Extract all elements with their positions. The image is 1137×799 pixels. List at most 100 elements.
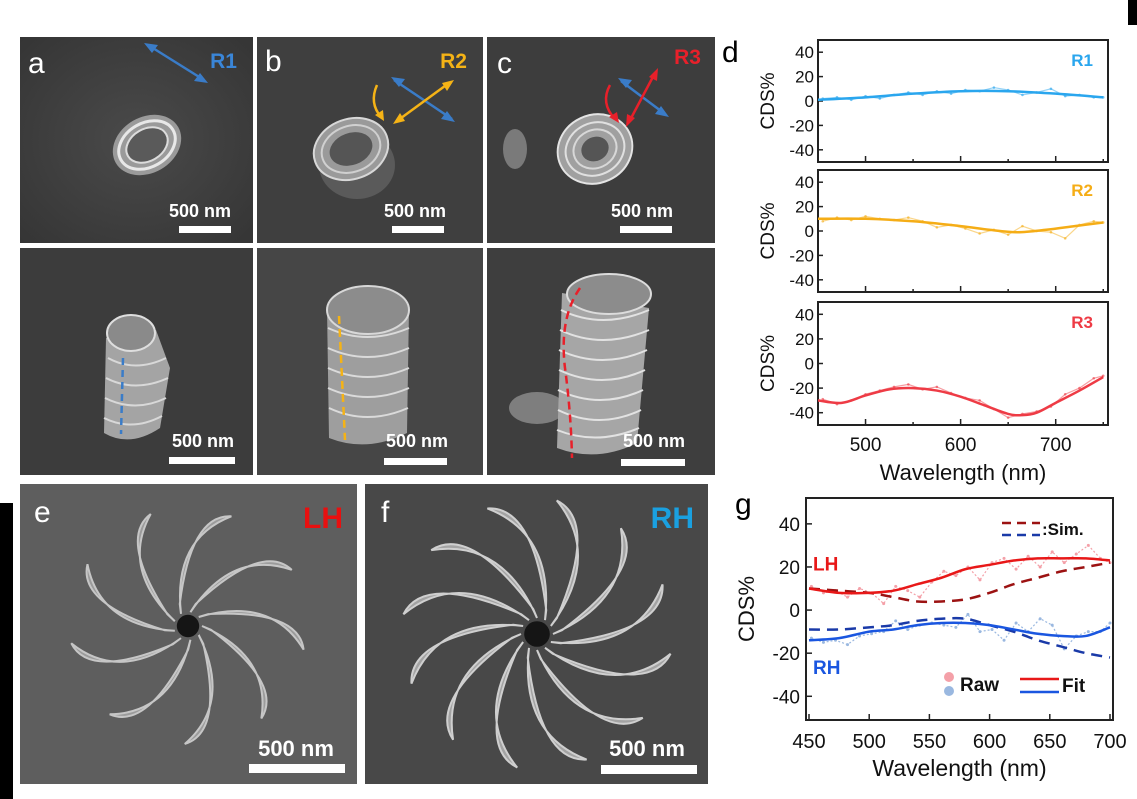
black-edge-bar (0, 503, 13, 799)
dashed-guide-line (119, 357, 125, 435)
petal (201, 625, 268, 719)
tag-LH: LH (303, 502, 343, 535)
panel-letter-g: g (735, 488, 752, 521)
raw-data-point (978, 232, 981, 235)
y-axis-label: CDS% (758, 335, 779, 392)
polarization-arrow (393, 78, 453, 121)
raw-data-point (821, 219, 825, 223)
annotation-RH: RH (813, 658, 840, 679)
micropillar-top-view-image (487, 37, 715, 243)
x-tick-label: 500 (853, 731, 886, 753)
legend-raw-label: Raw (960, 675, 999, 696)
rh-raw-data-point (906, 627, 910, 631)
rh-raw-data-point (858, 634, 862, 638)
raw-data-point (1021, 93, 1024, 97)
y-axis-label: CDS% (737, 576, 759, 642)
scale-bar (169, 457, 235, 464)
legend-raw-lh-swatch (944, 672, 954, 682)
rh-raw-data-point (990, 627, 994, 631)
scale-label: 500 nm (385, 431, 449, 451)
rh-sim-series-line (808, 616, 1111, 659)
scale-bar (179, 226, 231, 233)
chart-d-subplot-R1: 40 20 0 -20 -40 CDS% R1 (758, 39, 1109, 163)
rh-raw-data-point (846, 643, 850, 647)
micropillar-top-view-image (20, 37, 253, 243)
y-tick-label: 40 (779, 515, 800, 536)
legend-sim-label: :Sim. (1042, 520, 1084, 539)
legend-fit-label: Fit (1062, 676, 1086, 697)
scale-label: 500 nm (383, 201, 447, 221)
lh-raw-data-point (1014, 567, 1018, 571)
petal (552, 527, 628, 635)
dashed-guide-line (562, 287, 582, 459)
lh-raw-data-point (906, 589, 910, 593)
scale-bar (249, 764, 345, 773)
lh-raw-data-point (918, 595, 922, 599)
rh-raw-series-line (811, 613, 1111, 650)
panel-letter-e: e (34, 496, 51, 529)
rh-raw-data-point (1038, 617, 1042, 621)
center-hole (176, 614, 200, 638)
y-tick-label: -40 (789, 141, 814, 160)
series-title-R1: R1 (1071, 51, 1093, 70)
y-tick-label: -40 (773, 687, 800, 708)
x-tick-label: 500 (850, 435, 882, 456)
lh-raw-data-point (882, 602, 886, 606)
x-tick-label: 550 (913, 731, 946, 753)
lh-raw-series-line (811, 544, 1111, 605)
scale-bar (621, 459, 685, 466)
sem-panel-a-top: a R1 500 nm (20, 37, 253, 243)
scale-bar (384, 458, 447, 465)
petal (446, 633, 522, 741)
petal (544, 647, 672, 677)
lh-raw-data-point (1038, 565, 1042, 569)
micropillar-tilted-view-image (20, 248, 253, 475)
x-tick-label: 700 (1093, 731, 1126, 753)
y-tick-label: 0 (789, 601, 800, 622)
sem-panel-c-bottom: 500 nm (487, 248, 715, 475)
raw-data-point (1049, 230, 1053, 234)
tag-R2: R2 (440, 50, 467, 73)
lh-raw-data-point (942, 569, 946, 573)
panel-letter-b: b (265, 45, 282, 78)
tag-R3: R3 (674, 46, 701, 69)
chart-d-cds-spectra: 40 20 0 -20 -40 CDS% R1 40 20 0 -20 -40 CDS% R2 40 20 0 -… (758, 39, 1109, 485)
scale-label: 500 nm (171, 431, 235, 451)
plot-frame (817, 169, 1109, 293)
micropillar-top-view-image (257, 37, 483, 243)
petal (550, 499, 580, 627)
scale-bar (392, 226, 444, 233)
raw-data-point (907, 383, 910, 386)
petal (494, 641, 524, 769)
x-tick-label: 450 (792, 731, 825, 753)
y-tick-label: 0 (805, 222, 814, 241)
sem-panel-a-bottom: 500 nm (20, 248, 253, 475)
legend-raw-rh-swatch (944, 686, 954, 696)
polarization-arrow-rotated (396, 81, 450, 123)
scale-label: 500 nm (610, 201, 674, 221)
rh-raw-data-point (1002, 638, 1006, 642)
center-hole (524, 621, 550, 647)
micropillar-tilted-view-image (257, 248, 483, 475)
chart-g-legend: :Sim. Raw Fit (944, 520, 1086, 697)
x-axis-label: Wavelength (nm) (880, 460, 1047, 485)
petal (402, 591, 530, 621)
plot-frame (817, 39, 1109, 163)
panel-letter-a: a (28, 47, 45, 80)
y-tick-label: 20 (795, 330, 814, 349)
scale-label: 500 nm (609, 736, 685, 761)
x-tick-label: 600 (973, 731, 1006, 753)
lh-raw-data-point (846, 595, 850, 599)
y-tick-label: 20 (795, 68, 814, 87)
polarization-arrow-rotated (627, 72, 657, 123)
panel-letter-f: f (381, 496, 390, 529)
rh-raw-data-point (1014, 621, 1018, 625)
rh-raw-data-point (894, 619, 898, 623)
black-edge-bar (1128, 0, 1137, 25)
y-axis-label: CDS% (758, 202, 779, 259)
rh-raw-data-point (1050, 623, 1054, 627)
petal (109, 639, 192, 718)
petal (184, 634, 214, 745)
tag-RH: RH (650, 502, 694, 535)
y-tick-label: 0 (805, 355, 814, 374)
